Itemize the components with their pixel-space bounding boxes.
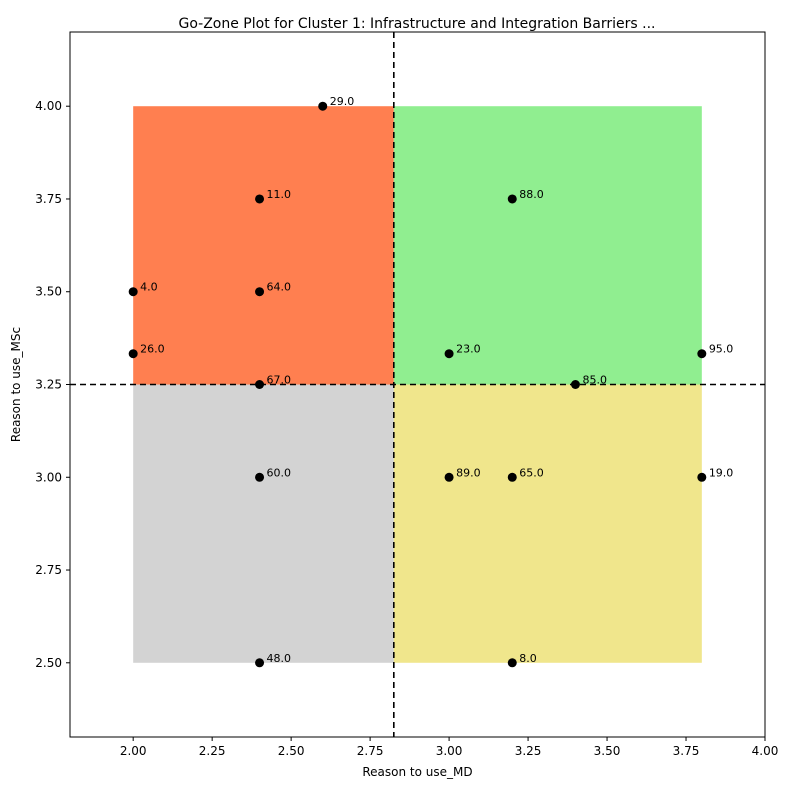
data-point-label: 23.0 — [456, 343, 481, 356]
x-tick-label: 2.25 — [199, 744, 226, 758]
x-tick-label: 2.00 — [120, 744, 147, 758]
x-axis: 2.00 2.25 2.50 2.75 3.00 3.25 3.50 3.75 4.00 — [120, 737, 779, 758]
x-tick-label: 2.75 — [357, 744, 384, 758]
data-point-label: 19.0 — [709, 466, 734, 479]
data-point — [507, 658, 517, 668]
zone-bottom-left — [133, 384, 394, 663]
chart-title: Go-Zone Plot for Cluster 1: Infrastructu… — [178, 16, 655, 32]
data-point-label: 95.0 — [709, 343, 734, 356]
threshold-lines — [70, 32, 765, 737]
data-point — [444, 349, 454, 359]
y-tick-label: 3.75 — [35, 192, 62, 206]
zone-top-left — [133, 106, 394, 385]
data-point-labels: 29.0 11.0 88.0 4.0 64.0 26.0 23.0 95.0 67.0 85.0 6… — [140, 95, 733, 665]
data-point — [128, 287, 138, 297]
data-point-label: 88.0 — [519, 188, 544, 201]
data-point-label: 29.0 — [330, 95, 355, 108]
x-tick-label: 3.00 — [436, 744, 463, 758]
data-point — [507, 194, 517, 204]
data-point — [318, 101, 328, 111]
quadrant-zones — [133, 106, 702, 663]
data-point — [128, 349, 138, 359]
data-point-label: 4.0 — [140, 281, 158, 294]
x-tick-label: 3.25 — [515, 744, 542, 758]
data-point-label: 48.0 — [267, 652, 292, 665]
y-tick-label: 2.50 — [35, 656, 62, 670]
data-point — [444, 472, 454, 482]
y-tick-label: 4.00 — [35, 99, 62, 113]
data-point — [570, 380, 580, 389]
data-point-label: 67.0 — [267, 374, 292, 387]
data-point-label: 85.0 — [582, 374, 607, 387]
data-point-label: 26.0 — [140, 343, 165, 356]
data-point — [507, 472, 517, 482]
x-tick-label: 2.50 — [278, 744, 305, 758]
zone-top-right — [393, 106, 702, 385]
x-axis-label: Reason to use_MD — [362, 765, 472, 779]
data-point — [697, 349, 707, 359]
y-axis-label: Reason to use_MSc — [9, 327, 23, 442]
data-point — [255, 194, 265, 204]
data-points — [128, 101, 707, 668]
data-point-label: 65.0 — [519, 466, 544, 479]
data-point — [255, 380, 265, 389]
data-point-label: 89.0 — [456, 466, 481, 479]
data-point-label: 60.0 — [267, 466, 292, 479]
data-point — [697, 472, 707, 482]
y-axis: 2.50 2.75 3.00 3.25 3.50 3.75 4.00 — [35, 99, 70, 670]
data-point — [255, 472, 265, 482]
x-tick-label: 3.50 — [594, 744, 621, 758]
y-tick-label: 3.25 — [35, 378, 62, 392]
data-point — [255, 658, 265, 668]
zone-bottom-right — [393, 384, 702, 663]
x-tick-label: 4.00 — [752, 744, 779, 758]
y-tick-label: 3.50 — [35, 285, 62, 299]
x-tick-label: 3.75 — [673, 744, 700, 758]
data-point-label: 8.0 — [519, 652, 537, 665]
data-point — [255, 287, 265, 297]
y-tick-label: 3.00 — [35, 470, 62, 484]
y-tick-label: 2.75 — [35, 563, 62, 577]
data-point-label: 11.0 — [267, 188, 292, 201]
data-point-label: 64.0 — [267, 281, 292, 294]
